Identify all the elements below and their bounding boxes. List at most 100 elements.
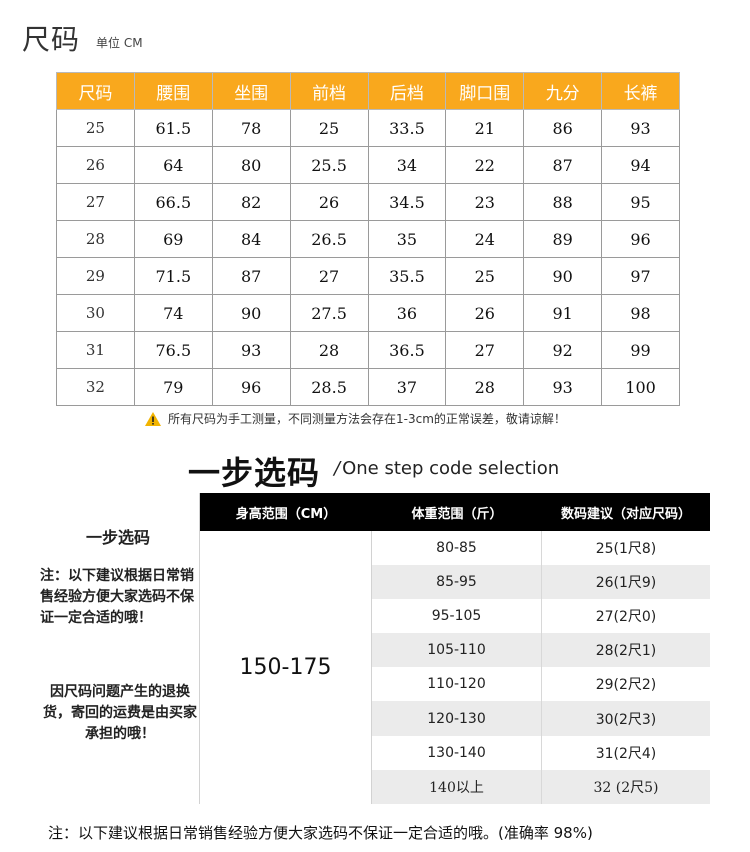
size-table-cell: 79 xyxy=(133,368,213,406)
weight-range-cell: 120-130 xyxy=(372,701,542,736)
size-table-row: 26 64 80 25.5 34 22 87 94 xyxy=(56,146,680,184)
size-table-cell: 90 xyxy=(523,257,603,295)
weight-size-row: 110-120 29(2尺2) xyxy=(372,667,710,702)
panel-note-suggestion: 注：以下建议根据日常销售经验方便大家选码不保证一定合适的哦！ xyxy=(40,568,194,626)
size-table-cell: 93 xyxy=(523,368,603,406)
size-table-cell: 88 xyxy=(523,183,603,221)
weight-range-cell: 130-140 xyxy=(372,735,542,770)
size-table-cell: 24 xyxy=(445,220,525,258)
size-table-cell: 27 xyxy=(56,183,135,221)
weight-size-row: 120-130 30(2尺3) xyxy=(372,701,710,736)
size-table-cell: 96 xyxy=(211,368,291,406)
size-table-cell: 97 xyxy=(601,257,680,295)
size-table-cell: 26 xyxy=(56,146,135,184)
measurement-warning: 所有尺码为手工测量，不同测量方法会存在1-3cm的正常误差，敬请谅解！ xyxy=(144,410,566,427)
size-table-cell: 27 xyxy=(445,331,525,369)
size-table-header-cell: 腰围 xyxy=(133,72,213,110)
size-table-cell: 94 xyxy=(601,146,680,184)
size-table-cell: 71.5 xyxy=(133,257,213,295)
size-table-cell: 99 xyxy=(601,331,680,369)
warning-text: 所有尺码为手工测量，不同测量方法会存在1-3cm的正常误差，敬请谅解！ xyxy=(168,412,566,426)
size-table: 尺码 腰围 坐围 前档 后档 脚口围 九分 长裤 25 61.5 78 25 33.5 21 86 93 26… xyxy=(56,72,680,406)
weight-range-cell: 95-105 xyxy=(372,599,542,634)
size-table-header-cell: 前档 xyxy=(289,72,369,110)
size-table-header-cell: 后档 xyxy=(367,72,447,110)
size-table-row: 28 69 84 26.5 35 24 89 96 xyxy=(56,220,680,258)
size-suggestion-cell: 28(2尺1) xyxy=(595,643,657,660)
size-table-cell: 98 xyxy=(601,294,680,332)
size-table-cell: 34.5 xyxy=(367,183,447,221)
size-table-cell: 36.5 xyxy=(367,331,447,369)
size-suggestion-cell: 26(1尺9) xyxy=(595,575,657,592)
header-height-range: 身高范围（CM） xyxy=(200,493,372,531)
size-table-cell: 93 xyxy=(211,331,291,369)
size-table-cell: 28 xyxy=(289,331,369,369)
weight-size-row: 95-105 27(2尺0) xyxy=(372,599,710,634)
weight-range-cell: 110-120 xyxy=(372,667,542,702)
size-table-cell: 61.5 xyxy=(133,109,213,147)
size-table-row: 32 79 96 28.5 37 28 93 100 xyxy=(56,368,680,406)
size-suggestion-cell: 27(2尺0) xyxy=(595,609,657,626)
size-table-cell: 22 xyxy=(445,146,525,184)
size-table-cell: 31 xyxy=(56,331,135,369)
size-table-cell: 80 xyxy=(211,146,291,184)
size-table-cell: 95 xyxy=(601,183,680,221)
size-table-cell: 96 xyxy=(601,220,680,258)
weight-range-cell: 85-95 xyxy=(372,565,542,600)
panel-left-column xyxy=(36,493,200,804)
panel-left-heading: 一步选码 xyxy=(85,528,150,547)
size-suggestion-cell: 32 (2尺5) xyxy=(593,779,659,796)
panel-note-return: 因尺码问题产生的退换货，寄回的运费是由买家承担的哦！ xyxy=(43,684,197,742)
size-table-cell: 26 xyxy=(289,183,369,221)
size-table-header-cell: 坐围 xyxy=(211,72,291,110)
size-table-cell: 25 xyxy=(56,109,135,147)
section-slash: / xyxy=(334,458,341,479)
size-table-cell: 23 xyxy=(445,183,525,221)
weight-size-row: 140以上 32 (2尺5) xyxy=(372,769,710,804)
size-table-header-cell: 脚口围 xyxy=(445,72,525,110)
weight-size-row: 85-95 26(1尺9) xyxy=(372,565,710,600)
size-table-cell: 21 xyxy=(445,109,525,147)
unit-label: 单位 CM xyxy=(96,36,143,50)
size-table-cell: 25 xyxy=(445,257,525,295)
size-table-cell: 25 xyxy=(289,109,369,147)
size-table-cell: 25.5 xyxy=(289,146,369,184)
weight-range-cell: 105-110 xyxy=(372,633,542,668)
footer-note: 注：以下建议根据日常销售经验方便大家选码不保证一定合适的哦。(准确率 98%) xyxy=(48,824,593,842)
warning-triangle-icon xyxy=(145,411,161,426)
size-table-cell: 78 xyxy=(211,109,291,147)
size-table-cell: 27.5 xyxy=(289,294,369,332)
size-table-row: 29 71.5 87 27 35.5 25 90 97 xyxy=(56,257,680,295)
size-table-header-row: 尺码 腰围 坐围 前档 后档 脚口围 九分 长裤 xyxy=(56,72,680,110)
size-table-cell: 35.5 xyxy=(367,257,447,295)
size-table-row: 27 66.5 82 26 34.5 23 88 95 xyxy=(56,183,680,221)
height-range-value: 150-175 xyxy=(200,531,372,804)
weight-size-rows: 80-85 25(1尺8) 85-95 26(1尺9) 95-105 27(2尺0) 105… xyxy=(372,531,710,804)
size-table-cell: 92 xyxy=(523,331,603,369)
size-table-cell: 89 xyxy=(523,220,603,258)
size-table-cell: 64 xyxy=(133,146,213,184)
header-weight-range: 体重范围（斤） xyxy=(372,493,542,531)
header-size-suggestion: 数码建议（对应尺码） xyxy=(542,493,710,531)
weight-range-cell: 140以上 xyxy=(372,769,542,804)
size-table-row: 31 76.5 93 28 36.5 27 92 99 xyxy=(56,331,680,369)
size-table-cell: 76.5 xyxy=(133,331,213,369)
section-title: 一步选码 xyxy=(188,454,321,492)
size-table-cell: 87 xyxy=(523,146,603,184)
size-suggestion-cell: 30(2尺3) xyxy=(595,711,657,728)
size-table-cell: 82 xyxy=(211,183,291,221)
size-table-header-cell: 长裤 xyxy=(601,72,680,110)
size-table-cell: 26 xyxy=(445,294,525,332)
size-table-row: 25 61.5 78 25 33.5 21 86 93 xyxy=(56,109,680,147)
size-table-cell: 90 xyxy=(211,294,291,332)
size-table-cell: 37 xyxy=(367,368,447,406)
size-table-cell: 35 xyxy=(367,220,447,258)
section-subtitle: / One step code selection xyxy=(334,458,559,479)
size-table-cell: 66.5 xyxy=(133,183,213,221)
size-table-cell: 28 xyxy=(445,368,525,406)
size-table-header-cell: 尺码 xyxy=(56,72,135,110)
weight-size-row: 80-85 25(1尺8) xyxy=(372,531,710,566)
weight-size-row: 130-140 31(2尺4) xyxy=(372,735,710,770)
size-table-cell: 69 xyxy=(133,220,213,258)
size-table-cell: 28 xyxy=(56,220,135,258)
